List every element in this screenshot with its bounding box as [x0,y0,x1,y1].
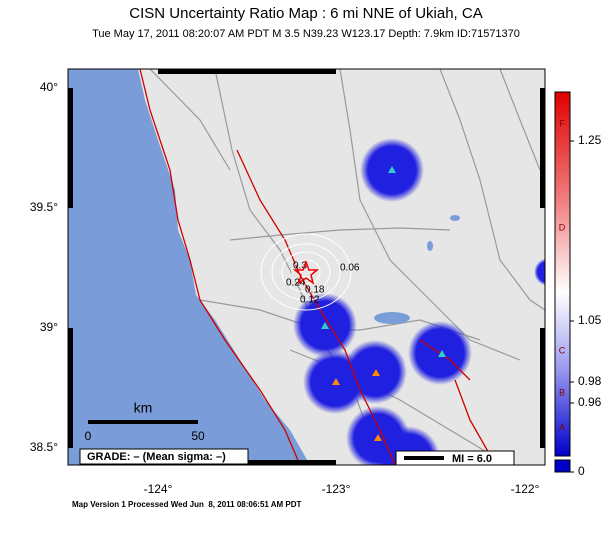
grade-letter: C [559,345,566,355]
stations [321,166,446,441]
lakes [374,215,460,324]
lat-label: 39° [40,320,58,334]
epicenter [292,259,320,285]
grade: GRADE: – (Mean sigma: –) [87,451,226,463]
map: 0.3 0.24 0.18 0.12 0.06 [68,69,545,465]
lon-label: -122° [511,482,540,496]
mi-box [395,450,515,466]
colorbar-value: 0.98 [578,374,602,388]
colorbar-zero [554,459,571,473]
contour-label: 0.3 [293,261,307,272]
lon-label: -124° [144,482,173,496]
contour-label: 0.18 [305,285,325,296]
scale-bar: km 0 50 [85,400,205,443]
colorbar-value: 0 [578,464,585,478]
colorbar-value: 1.05 [578,313,602,327]
colorbar-ticks [570,140,574,473]
lon-label: -123° [322,482,351,496]
lat-label: 38.5° [30,440,58,454]
grade-letter: B [559,387,565,397]
colorbar [554,91,571,457]
grade-letter: D [559,222,566,232]
subtitle: Tue May 17, 2011 08:20:07 AM PDT M 3.5 N… [92,28,520,40]
title: CISN Uncertainty Ratio Map : 6 mi NNE of… [129,5,482,22]
contour-label: 0.12 [300,295,320,306]
colorbar-value: 1.25 [578,133,602,147]
contour-label: 0.24 [286,278,306,289]
grade-letter: F [559,118,565,128]
mi-line [404,456,444,460]
footer: Map Version 1 Processed Wed Jun 8, 2011 … [72,500,302,509]
ocean [68,69,310,465]
lat-label: 40° [40,80,58,94]
scale-start: 0 [85,429,92,443]
colorbar-value: 0.96 [578,395,602,409]
scale-unit: km [134,400,153,416]
scale-end: 50 [191,429,205,443]
mi-legend: MI = 6.0 [452,453,492,465]
grade-letter: A [559,422,565,432]
grade-box [79,448,249,465]
faults [139,69,491,465]
contour-label: 0.06 [340,263,360,274]
lat-label: 39.5° [30,200,58,214]
